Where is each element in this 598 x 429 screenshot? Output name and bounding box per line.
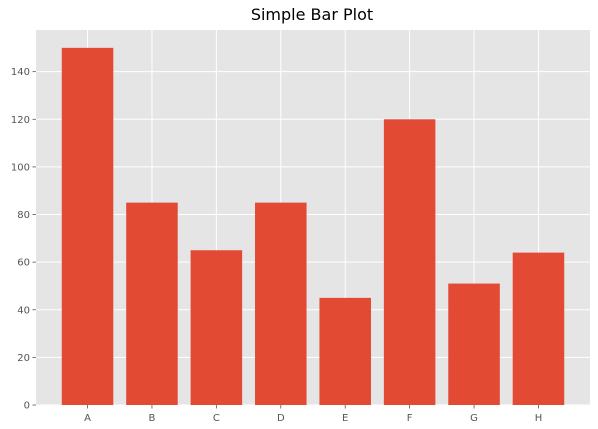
- x-tick-label-E: E: [342, 413, 348, 424]
- x-tick-label-A: A: [84, 413, 91, 424]
- bar-C: [190, 250, 243, 405]
- bars: [61, 47, 565, 406]
- x-tick-label-B: B: [149, 413, 156, 424]
- bar-E: [319, 297, 371, 405]
- y-tick-label: 60: [17, 258, 30, 269]
- bar-A: [61, 47, 114, 405]
- x-tick-label-F: F: [407, 413, 413, 424]
- bar-G: [448, 283, 500, 405]
- y-tick-label: 40: [17, 305, 30, 316]
- plot-area: [36, 30, 590, 405]
- y-tick-label: 20: [17, 353, 30, 364]
- x-tick-label-D: D: [277, 413, 285, 424]
- x-axis: A B C D E F G H: [84, 405, 542, 424]
- x-tick-label-C: C: [213, 413, 220, 424]
- bar-D: [255, 202, 307, 405]
- chart-title: Simple Bar Plot: [251, 5, 373, 24]
- x-tick-label-H: H: [535, 413, 543, 424]
- bar-B: [126, 202, 178, 405]
- y-tick-label: 0: [24, 401, 30, 412]
- y-axis: 0 20 40 60 80 100 120 140: [11, 67, 36, 412]
- x-tick-label-G: G: [470, 413, 478, 424]
- y-tick-label: 140: [11, 67, 30, 78]
- y-tick-label: 120: [11, 115, 30, 126]
- y-tick-label: 100: [11, 162, 30, 173]
- bar-H: [512, 252, 565, 405]
- y-tick-label: 80: [17, 210, 30, 221]
- bar-F: [383, 119, 436, 406]
